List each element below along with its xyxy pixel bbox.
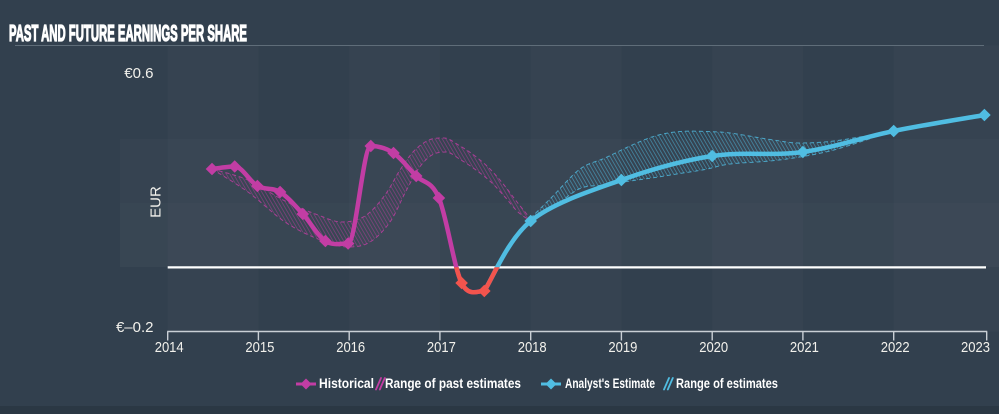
- svg-text:2022: 2022: [881, 339, 910, 356]
- svg-text:2020: 2020: [699, 339, 728, 356]
- svg-text:Historical: Historical: [319, 376, 374, 391]
- svg-text:2021: 2021: [790, 339, 819, 356]
- svg-text:€0.6: €0.6: [124, 65, 153, 82]
- svg-text:2014: 2014: [155, 339, 184, 356]
- svg-text:2015: 2015: [245, 339, 274, 356]
- svg-text:Analyst's Estimate: Analyst's Estimate: [565, 376, 655, 391]
- svg-text:Range of estimates: Range of estimates: [676, 376, 778, 391]
- svg-text:2023: 2023: [961, 339, 990, 356]
- svg-text:2017: 2017: [427, 339, 456, 356]
- svg-text:Range of past estimates: Range of past estimates: [385, 376, 521, 391]
- svg-text:€–0.2: €–0.2: [116, 319, 154, 336]
- svg-text:2018: 2018: [518, 339, 547, 356]
- svg-text:2016: 2016: [336, 339, 365, 356]
- svg-text:EUR: EUR: [148, 186, 165, 218]
- svg-text:2019: 2019: [608, 339, 637, 356]
